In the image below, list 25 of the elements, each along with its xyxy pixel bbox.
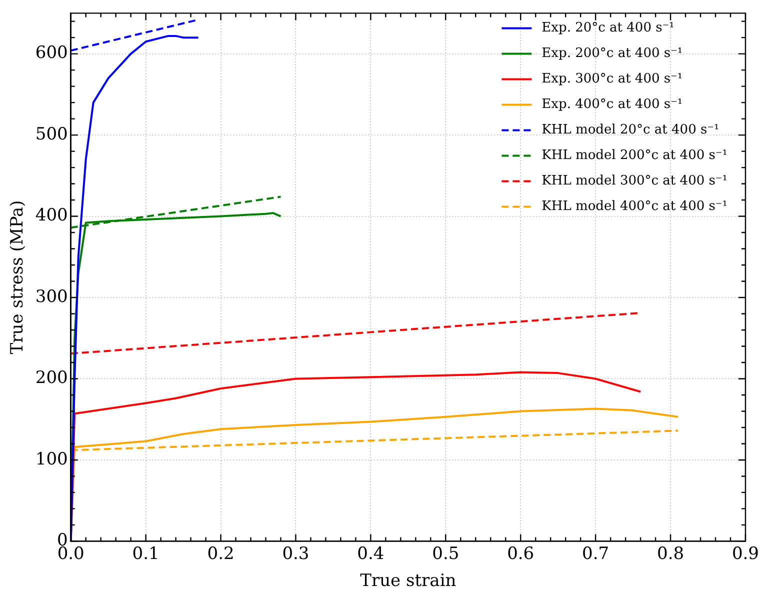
x-tick-label: 0.6: [507, 544, 534, 564]
y-tick-label: 300: [35, 286, 68, 307]
legend-label: Exp. 200°c at 400 s⁻¹: [542, 46, 683, 62]
legend-label: Exp. 20°c at 400 s⁻¹: [542, 20, 674, 36]
x-tick-label: 0.4: [357, 544, 384, 564]
y-tick-label: 100: [35, 449, 68, 470]
y-tick-label: 600: [35, 43, 68, 64]
legend-label: KHL model 200°c at 400 s⁻¹: [542, 148, 728, 164]
x-tick-label: 0.5: [432, 544, 460, 564]
legend-label: Exp. 300°c at 400 s⁻¹: [542, 72, 683, 87]
y-tick-label: 200: [35, 368, 68, 388]
legend-label: KHL model 20°c at 400 s⁻¹: [542, 122, 720, 138]
x-tick-label: 0.3: [282, 544, 310, 564]
legend-label: KHL model 300°c at 400 s⁻¹: [542, 174, 728, 189]
x-axis-title: True strain: [360, 571, 456, 592]
y-tick-label: 400: [35, 206, 68, 226]
legend-label: Exp. 400°c at 400 s⁻¹: [542, 97, 683, 112]
legend-label: KHL model 400°c at 400 s⁻¹: [542, 199, 728, 214]
x-tick-label: 0.1: [132, 544, 160, 564]
x-tick-label: 0.7: [582, 544, 610, 564]
x-tick-label: 0.9: [732, 544, 760, 564]
x-tick-label: 0.2: [207, 544, 234, 564]
y-axis-title: True stress (MPa): [8, 200, 28, 354]
y-tick-label: 500: [35, 124, 68, 144]
x-tick-label: 0.8: [657, 544, 684, 564]
